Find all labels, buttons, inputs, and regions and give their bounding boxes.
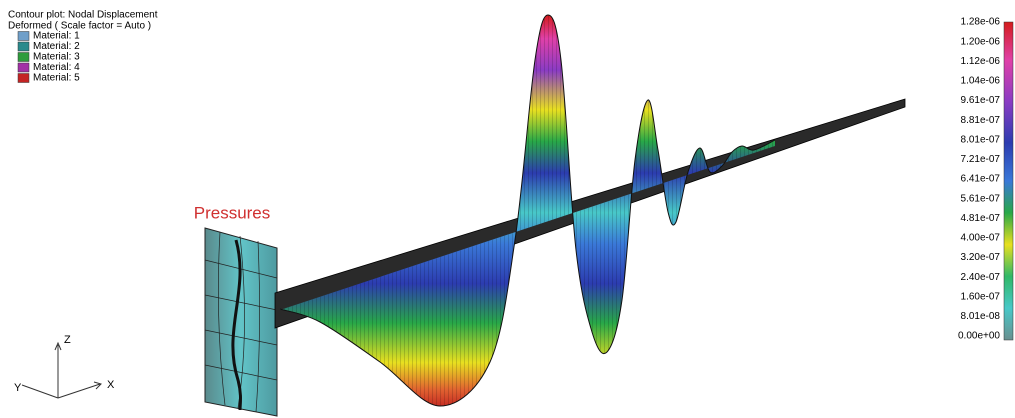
colorbar-label: 4.00e-07	[961, 233, 1001, 244]
colorbar-label: 6.41e-07	[961, 174, 1001, 185]
colorbar-label: 9.61e-07	[961, 95, 1001, 106]
axis-label: X	[107, 379, 115, 391]
legend-swatch	[18, 63, 29, 72]
colorbar-label: 8.81e-07	[961, 115, 1001, 126]
colorbar-label: 0.00e+00	[958, 331, 1000, 342]
colorbar-label: 8.01e-08	[961, 311, 1001, 322]
colorbar-label: 8.01e-07	[961, 134, 1001, 145]
colorbar-label: 1.28e-06	[961, 17, 1001, 28]
colorbar-label: 1.12e-06	[961, 56, 1001, 67]
legend-label: Material: 5	[33, 73, 80, 84]
legend-label: Material: 3	[33, 52, 80, 63]
header-line: Contour plot: Nodal Displacement	[8, 10, 158, 21]
legend-swatch	[18, 32, 29, 41]
legend-label: Material: 4	[33, 62, 80, 73]
axis-triad	[22, 343, 101, 398]
colorbar-label: 5.61e-07	[961, 193, 1001, 204]
viewport: Contour plot: Nodal Displacement Deforme…	[0, 0, 1015, 418]
axis-label: Y	[14, 382, 22, 394]
wave-mesh	[280, 15, 775, 406]
colorbar-label: 1.60e-07	[961, 291, 1001, 302]
colorbar-label: 1.04e-06	[961, 76, 1001, 87]
colorbar: 1.28e-06 1.20e-06 1.12e-06 1.04e-06 9.61e-07…	[958, 17, 1013, 342]
legend-label: Material: 2	[33, 41, 80, 52]
legend-label: Material: 1	[33, 31, 80, 42]
colorbar-label: 2.40e-07	[961, 272, 1001, 283]
colorbar-label: 4.81e-07	[961, 213, 1001, 224]
displacement-wave	[280, 15, 775, 406]
colorbar-label: 1.20e-06	[961, 36, 1001, 47]
annotation: Pressures	[194, 203, 271, 222]
colorbar-label: 3.20e-07	[961, 252, 1001, 263]
legend-swatch	[18, 42, 29, 51]
legend-swatch	[18, 74, 29, 83]
pressure-plate	[205, 228, 277, 416]
colorbar-label: 7.21e-07	[961, 154, 1001, 165]
legend-swatch	[18, 53, 29, 62]
axis-label: Z	[64, 334, 71, 346]
